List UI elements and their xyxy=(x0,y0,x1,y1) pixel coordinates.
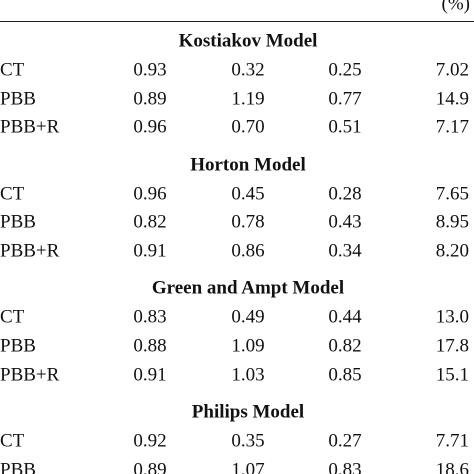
row-label: PBB xyxy=(0,211,36,233)
cell-value: 0.88 xyxy=(133,335,167,357)
row-label: PBB xyxy=(0,459,36,474)
cell-value: 17.8 xyxy=(435,335,469,357)
section-title: Philips Model xyxy=(191,401,305,423)
cell-value: 0.93 xyxy=(133,59,167,81)
cell-value: 0.92 xyxy=(133,430,167,452)
cell-value: 0.82 xyxy=(328,335,362,357)
cell-value: 0.78 xyxy=(231,211,265,233)
cell-value: 15.1 xyxy=(435,364,469,386)
cell-value: 0.83 xyxy=(328,459,362,474)
cell-value: 0.45 xyxy=(231,183,265,205)
header-rule xyxy=(0,21,474,22)
row-label: PBB xyxy=(0,335,36,357)
cell-value: 0.86 xyxy=(231,240,265,262)
cell-value: 7.65 xyxy=(435,183,469,205)
cell-value: 0.49 xyxy=(231,306,265,328)
cell-value: 7.02 xyxy=(435,59,469,81)
row-label: PBB+R xyxy=(0,240,60,262)
unit-label: (%) xyxy=(441,0,470,15)
row-label: CT xyxy=(0,306,25,328)
row-label: CT xyxy=(0,59,25,81)
cell-value: 14.9 xyxy=(435,88,469,110)
row-label: PBB+R xyxy=(0,364,60,386)
cell-value: 0.77 xyxy=(328,88,362,110)
cell-value: 0.34 xyxy=(328,240,362,262)
section-title: Kostiakov Model xyxy=(178,30,318,52)
cell-value: 0.91 xyxy=(133,240,167,262)
cell-value: 13.0 xyxy=(435,306,469,328)
cell-value: 1.19 xyxy=(231,88,265,110)
row-label: PBB+R xyxy=(0,116,60,138)
cell-value: 0.89 xyxy=(133,88,167,110)
row-label: PBB xyxy=(0,88,36,110)
cell-value: 0.89 xyxy=(133,459,167,474)
cell-value: 7.71 xyxy=(435,430,469,452)
cell-value: 0.51 xyxy=(328,116,362,138)
cell-value: 0.85 xyxy=(328,364,362,386)
cell-value: 1.07 xyxy=(231,459,265,474)
cell-value: 0.83 xyxy=(133,306,167,328)
row-label: CT xyxy=(0,430,25,452)
cell-value: 0.82 xyxy=(133,211,167,233)
section-title: Horton Model xyxy=(190,154,306,176)
cell-value: 0.96 xyxy=(133,183,167,205)
cell-value: 0.44 xyxy=(328,306,362,328)
cell-value: 0.28 xyxy=(328,183,362,205)
cell-value: 0.27 xyxy=(328,430,362,452)
cell-value: 0.96 xyxy=(133,116,167,138)
cell-value: 0.25 xyxy=(328,59,362,81)
cell-value: 1.09 xyxy=(231,335,265,357)
cell-value: 18.6 xyxy=(435,459,469,474)
cell-value: 8.20 xyxy=(435,240,469,262)
cell-value: 0.70 xyxy=(231,116,265,138)
cell-value: 0.32 xyxy=(231,59,265,81)
section-title: Green and Ampt Model xyxy=(151,277,345,299)
cell-value: 0.43 xyxy=(328,211,362,233)
cell-value: 1.03 xyxy=(231,364,265,386)
cell-value: 0.91 xyxy=(133,364,167,386)
cell-value: 0.35 xyxy=(231,430,265,452)
cell-value: 7.17 xyxy=(435,116,469,138)
cell-value: 8.95 xyxy=(435,211,469,233)
row-label: CT xyxy=(0,183,25,205)
